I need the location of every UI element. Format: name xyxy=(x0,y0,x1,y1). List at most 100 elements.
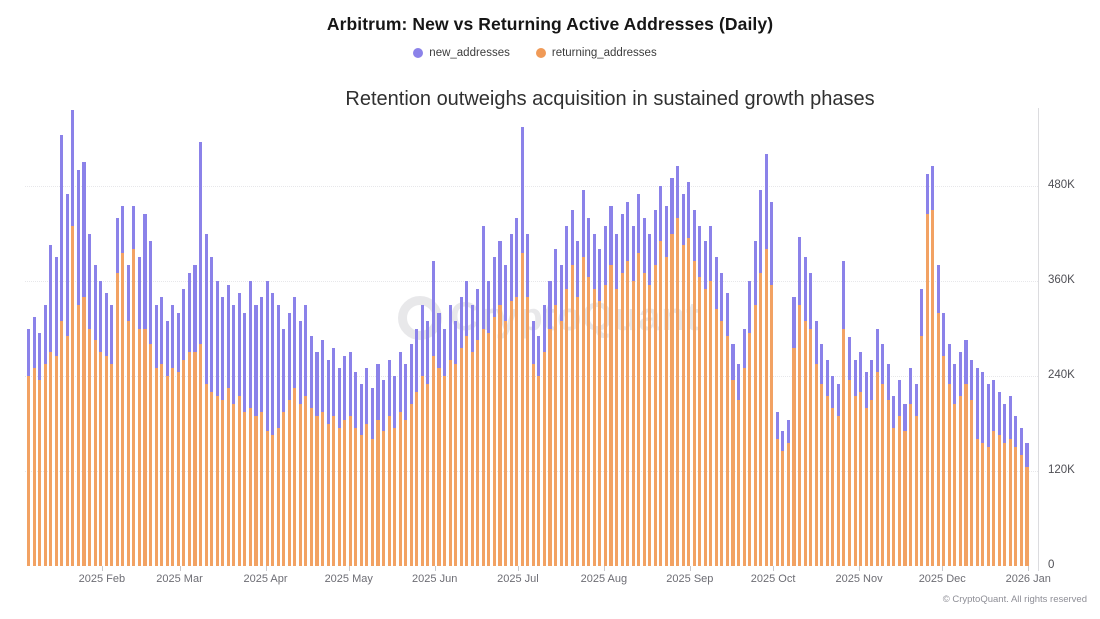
bar-segment-new xyxy=(864,372,868,408)
bar-segment-new xyxy=(282,328,286,412)
bar-segment-new xyxy=(914,383,918,416)
bar-segment-new xyxy=(1019,427,1023,456)
bar-segment-new xyxy=(132,205,136,250)
bar-segment-new xyxy=(775,411,779,440)
bar-segment-new xyxy=(431,261,436,357)
bar-segment-new xyxy=(354,372,358,428)
bar-segment-returning xyxy=(27,376,31,566)
x-tick xyxy=(942,566,944,571)
bar-segment-returning xyxy=(670,233,674,566)
bar-segment-returning xyxy=(576,296,580,566)
bar-segment-returning xyxy=(271,435,275,566)
bar-segment-new xyxy=(675,166,680,218)
bar-segment-new xyxy=(376,364,380,420)
bar-segment-new xyxy=(315,352,319,416)
bar-segment-new xyxy=(320,340,325,412)
bar-segment-returning xyxy=(581,257,585,566)
bar-segment-new xyxy=(232,304,236,404)
bar-segment-returning xyxy=(803,320,807,566)
bar-segment-new xyxy=(714,257,718,309)
bar-segment-returning xyxy=(415,391,419,566)
bar-segment-new xyxy=(276,304,280,428)
bar-segment-new xyxy=(370,387,374,440)
bar-segment-returning xyxy=(320,411,325,566)
bar-segment-new xyxy=(981,372,985,444)
bar-segment-new xyxy=(942,312,946,357)
bar-segment-returning xyxy=(265,431,269,566)
bar-segment-new xyxy=(187,273,191,353)
bar-segment-new xyxy=(809,273,813,329)
bar-segment-returning xyxy=(631,281,635,566)
bar-segment-new xyxy=(936,265,940,313)
bar-segment-new xyxy=(343,356,347,420)
bar-segment-new xyxy=(570,209,574,266)
bar-segment-returning xyxy=(326,423,330,566)
bar-segment-new xyxy=(420,304,424,376)
bar-segment-new xyxy=(326,360,330,424)
bar-segment-returning xyxy=(548,328,552,566)
bar-segment-returning xyxy=(348,415,352,566)
x-tick xyxy=(1028,566,1030,571)
bar-segment-returning xyxy=(437,368,441,566)
bar-segment-new xyxy=(920,288,924,337)
bar-segment-returning xyxy=(515,296,519,566)
x-tick xyxy=(603,566,605,571)
bar-segment-new xyxy=(925,174,929,214)
bar-segment-returning xyxy=(431,356,436,566)
bar-segment-new xyxy=(398,352,402,412)
bar-segment-new xyxy=(764,154,768,250)
bar-segment-new xyxy=(76,170,80,305)
y-tick-label: 480K xyxy=(1048,179,1075,191)
bar-segment-returning xyxy=(248,407,252,566)
bar-segment-returning xyxy=(182,360,186,566)
bar-segment-new xyxy=(1025,443,1029,467)
bar-segment-returning xyxy=(165,376,169,566)
bar-segment-returning xyxy=(653,265,657,566)
bar-segment-new xyxy=(908,368,913,404)
bar-segment-returning xyxy=(287,399,291,566)
bar-segment-new xyxy=(359,383,363,436)
bar-segment-new xyxy=(437,312,441,369)
bar-segment-returning xyxy=(382,431,386,566)
bar-segment-returning xyxy=(504,320,508,566)
bar-segment-new xyxy=(60,134,64,321)
x-tick-label: 2026 Jan xyxy=(1005,573,1051,585)
bar-segment-new xyxy=(404,364,408,420)
bar-segment-returning xyxy=(293,387,297,566)
bar-segment-new xyxy=(454,320,458,365)
bar-segment-returning xyxy=(160,364,164,566)
bar-segment-returning xyxy=(542,352,546,566)
bar-segment-returning xyxy=(315,415,319,566)
legend-item-returning-addresses: returning_addresses xyxy=(535,47,657,59)
x-tick xyxy=(859,566,861,571)
bar-segment-returning xyxy=(914,415,918,566)
bar-segment-new xyxy=(881,344,885,384)
bar-segment-returning xyxy=(298,403,302,566)
bar-segment-returning xyxy=(443,376,447,566)
bar-segment-returning xyxy=(786,443,791,566)
bar-segment-new xyxy=(886,364,890,400)
bar-segment-returning xyxy=(137,328,142,566)
bar-segment-new xyxy=(221,296,225,400)
bar-segment-returning xyxy=(798,304,802,566)
x-tick-label: 2025 Jun xyxy=(412,573,458,585)
bar-segment-new xyxy=(88,233,92,329)
bar-segment-returning xyxy=(908,403,913,566)
x-tick-label: 2025 Mar xyxy=(156,573,203,585)
bar-segment-returning xyxy=(259,411,264,566)
bar-segment-returning xyxy=(1014,447,1018,566)
legend-item-new-addresses: new_addresses xyxy=(413,47,510,59)
bar-segment-returning xyxy=(71,225,75,566)
bar-segment-new xyxy=(598,249,602,301)
bar-segment-returning xyxy=(620,273,624,566)
bar-segment-returning xyxy=(692,261,696,566)
bar-segment-new xyxy=(603,225,607,285)
bar-segment-new xyxy=(337,368,341,428)
bar-segment-returning xyxy=(343,419,347,566)
y-tick-label: 120K xyxy=(1048,464,1075,476)
bar-segment-returning xyxy=(387,415,391,566)
bar-segment-new xyxy=(642,217,646,274)
bar-segment-new xyxy=(681,193,685,246)
bar-segment-returning xyxy=(43,364,47,566)
